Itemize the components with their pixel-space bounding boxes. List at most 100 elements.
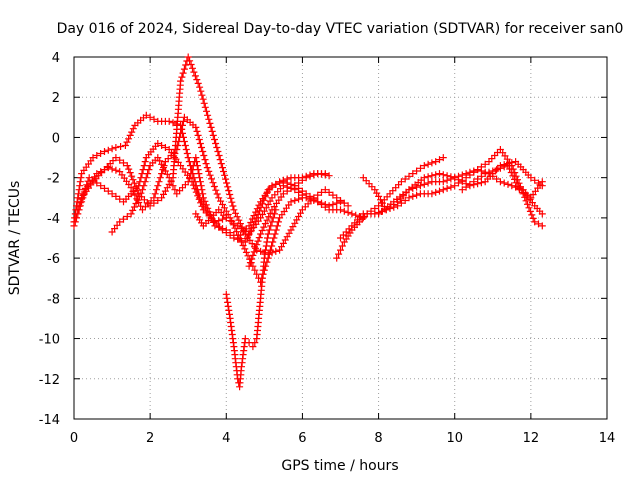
data-point (144, 170, 152, 178)
data-point (314, 191, 322, 199)
data-point (525, 204, 533, 212)
data-point (130, 179, 138, 187)
data-point (232, 209, 239, 217)
data-point (127, 210, 135, 218)
data-point (496, 164, 504, 172)
data-point (97, 168, 105, 176)
data-point (344, 202, 352, 210)
data-point (213, 144, 221, 151)
data-point (524, 200, 531, 208)
data-point (295, 179, 303, 187)
data-point (187, 61, 195, 68)
data-point (538, 178, 546, 186)
data-point (199, 148, 207, 155)
data-point (112, 144, 120, 151)
data-point (193, 158, 201, 166)
data-point (158, 142, 166, 149)
x-axis-label: GPS time / hours (281, 458, 398, 474)
data-point (428, 190, 436, 198)
data-point (512, 179, 520, 187)
data-point (249, 251, 257, 259)
data-point (417, 164, 424, 172)
data-point (154, 197, 162, 204)
data-point (228, 198, 236, 206)
data-point (466, 168, 474, 176)
data-point (439, 154, 447, 162)
data-point (340, 199, 348, 207)
data-point (169, 119, 177, 127)
data-point (126, 169, 134, 177)
data-point (258, 227, 266, 234)
data-point (197, 182, 205, 190)
data-point (145, 166, 153, 174)
data-point (137, 189, 145, 197)
data-point (120, 159, 127, 167)
data-point (268, 249, 276, 257)
data-point (329, 191, 337, 199)
data-point (420, 174, 428, 182)
data-point (198, 91, 206, 99)
data-point (272, 247, 280, 255)
data-point (314, 170, 322, 178)
data-point (215, 217, 223, 225)
data-point (219, 164, 226, 172)
data-point (206, 119, 214, 127)
data-point (217, 160, 225, 168)
series-track-j (337, 146, 546, 242)
y-axis-label: SDTVAR / TECUs (7, 181, 23, 296)
data-point (165, 174, 173, 182)
data-point (215, 152, 223, 159)
data-point (204, 204, 212, 212)
data-point (310, 195, 318, 203)
data-point (140, 162, 148, 170)
data-point (229, 202, 237, 210)
data-point (265, 226, 273, 234)
data-point (196, 83, 204, 91)
data-point (352, 211, 360, 219)
data-point (141, 178, 149, 186)
data-point (268, 182, 276, 190)
data-point (508, 182, 516, 190)
data-point (241, 245, 249, 253)
data-point (340, 207, 348, 215)
data-point (207, 123, 215, 131)
data-point (74, 206, 82, 214)
data-point (265, 213, 273, 221)
data-point (337, 206, 344, 214)
data-point (221, 171, 229, 179)
data-point (146, 202, 154, 210)
data-point (198, 202, 206, 210)
data-point (507, 169, 515, 176)
data-point (401, 197, 409, 204)
data-point (198, 144, 205, 151)
data-point (184, 154, 192, 162)
data-point (203, 164, 211, 172)
data-point (255, 234, 263, 242)
data-point (283, 179, 291, 187)
data-point (249, 343, 257, 351)
data-point (270, 234, 278, 242)
data-point (255, 201, 263, 209)
data-point (267, 222, 275, 230)
data-point (287, 198, 295, 206)
data-point (132, 200, 140, 207)
data-point (120, 215, 127, 223)
data-point (424, 173, 432, 181)
data-point (274, 218, 282, 226)
data-point (197, 87, 205, 95)
data-point (191, 72, 199, 80)
data-point (261, 220, 269, 228)
data-point (523, 191, 531, 199)
data-point (428, 159, 436, 167)
data-point (443, 172, 451, 180)
data-point (252, 208, 260, 216)
data-point (428, 172, 436, 180)
data-point (141, 158, 149, 166)
data-point (405, 194, 413, 202)
data-point (171, 186, 179, 194)
data-point (257, 247, 265, 255)
data-point (413, 167, 421, 175)
data-point (436, 156, 443, 164)
series-track-g (222, 206, 280, 391)
